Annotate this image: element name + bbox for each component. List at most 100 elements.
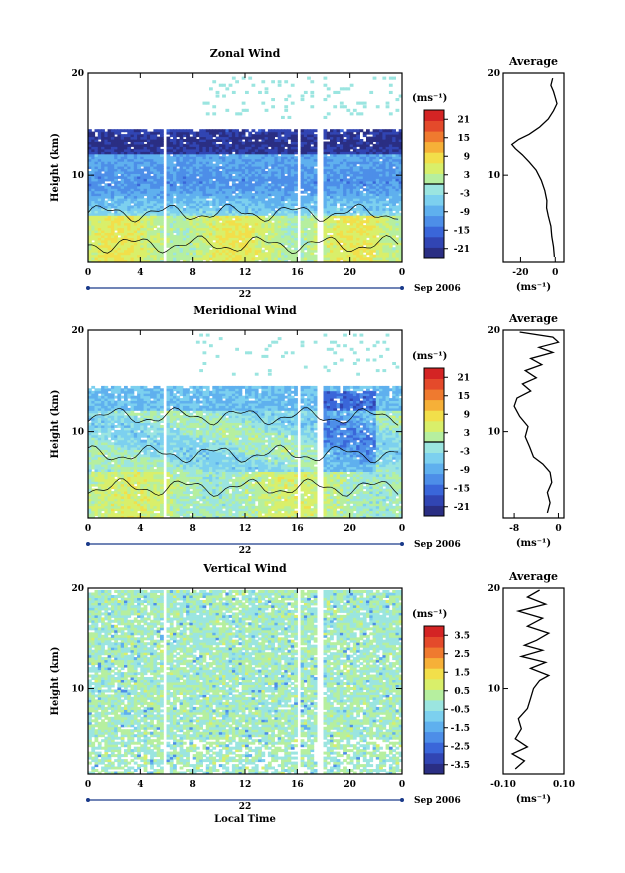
heatmap-cell bbox=[134, 129, 138, 132]
heatmap-cell bbox=[212, 129, 216, 132]
heatmap-cell bbox=[140, 134, 144, 137]
heatmap-cell bbox=[196, 218, 200, 221]
heatmap-cell bbox=[252, 142, 256, 145]
heatmap-cell bbox=[255, 257, 259, 260]
heatmap-cell bbox=[209, 208, 213, 211]
heatmap-cell bbox=[337, 208, 341, 211]
heatmap-cell bbox=[346, 178, 350, 181]
heatmap-cell bbox=[337, 220, 341, 223]
x-tick-label: 4 bbox=[137, 268, 143, 278]
heatmap-cell bbox=[252, 240, 256, 243]
heatmap-cell bbox=[121, 129, 125, 132]
heatmap-cell bbox=[369, 137, 373, 140]
heatmap-cell bbox=[212, 139, 216, 142]
heatmap-cell bbox=[376, 237, 380, 240]
heatmap-cell bbox=[327, 87, 331, 90]
colorbar-tick-label: -9 bbox=[460, 208, 470, 218]
heatmap-cell bbox=[265, 201, 269, 204]
colorbar-band bbox=[424, 216, 444, 227]
heatmap-cell bbox=[219, 129, 223, 132]
heatmap-cell bbox=[232, 91, 236, 94]
heatmap-cell bbox=[379, 161, 383, 164]
colorbar-tick-label: -21 bbox=[454, 245, 470, 255]
heatmap-cell bbox=[121, 134, 125, 137]
month-label: Sep 2006 bbox=[414, 284, 461, 294]
heatmap-cells bbox=[88, 334, 403, 519]
heatmap-cell bbox=[150, 132, 154, 135]
heatmap-cell bbox=[219, 84, 223, 87]
heatmap-cell bbox=[301, 95, 305, 98]
heatmap-cell bbox=[131, 205, 135, 208]
heatmap-cell bbox=[157, 228, 161, 231]
heatmap-cell bbox=[291, 132, 295, 135]
heatmap-cell bbox=[95, 137, 99, 140]
heatmap-cell bbox=[278, 80, 282, 83]
heatmap-cell bbox=[242, 102, 246, 105]
colorbar-band bbox=[424, 195, 444, 206]
heatmap-cell bbox=[160, 149, 164, 152]
heatmap-cell bbox=[281, 129, 285, 132]
heatmap-cell bbox=[196, 132, 200, 135]
heatmap-cell bbox=[353, 129, 357, 132]
heatmap-cell bbox=[333, 105, 337, 108]
heatmap-cell bbox=[101, 129, 105, 132]
heatmap-cell bbox=[310, 205, 314, 208]
heatmap-cell bbox=[343, 132, 347, 135]
heatmap-cell bbox=[232, 220, 236, 223]
heatmap-cell bbox=[301, 98, 305, 101]
profile-title: Average bbox=[508, 55, 558, 68]
heatmap-cell bbox=[271, 105, 275, 108]
heatmap-cell bbox=[281, 188, 285, 191]
heatmap-cells bbox=[88, 77, 403, 263]
heatmap-cell bbox=[389, 84, 393, 87]
heatmap-cell bbox=[310, 95, 314, 98]
y-tick-label: 20 bbox=[71, 69, 84, 79]
heatmap-cell bbox=[108, 183, 112, 186]
colorbar-band bbox=[424, 173, 444, 184]
chart-title: Meridional Wind bbox=[193, 304, 297, 317]
heatmap-cell bbox=[294, 193, 298, 196]
heatmap-cell bbox=[252, 129, 256, 132]
heatmap-cell bbox=[242, 129, 246, 132]
heatmap-cell bbox=[376, 105, 380, 108]
heatmap-cell bbox=[324, 84, 328, 87]
profile-y-tick-label: 10 bbox=[487, 171, 500, 181]
heatmap-cell bbox=[343, 87, 347, 90]
heatmap-cell bbox=[278, 84, 282, 87]
heatmap-cell bbox=[288, 144, 292, 147]
heatmap-cell bbox=[284, 80, 288, 83]
colorbar-band bbox=[424, 142, 444, 153]
heatmap-cell bbox=[291, 250, 295, 253]
heatmap-cell bbox=[324, 116, 328, 119]
heatmap-cell bbox=[396, 98, 400, 101]
colorbar-band bbox=[424, 184, 444, 195]
heatmap-cell bbox=[219, 144, 223, 147]
heatmap-cell bbox=[265, 132, 269, 135]
heatmap-cell bbox=[314, 255, 318, 258]
colorbar-tick-label: -15 bbox=[454, 226, 470, 236]
heatmap-cell bbox=[327, 112, 331, 115]
heatmap-cell bbox=[186, 129, 190, 132]
heatmap-cell bbox=[235, 129, 239, 132]
heatmap-cell bbox=[216, 95, 220, 98]
heatmap-cell bbox=[386, 208, 390, 211]
heatmap-cell bbox=[222, 95, 226, 98]
heatmap-cell bbox=[327, 95, 331, 98]
heatmap-cell bbox=[206, 112, 210, 115]
heatmap-cell bbox=[261, 102, 265, 105]
heatmap-cell bbox=[301, 129, 305, 132]
heatmap-cell bbox=[252, 84, 256, 87]
heatmap-cell bbox=[386, 201, 390, 204]
heatmap-cell bbox=[173, 129, 177, 132]
heatmap-cell bbox=[252, 193, 256, 196]
heatmap-cell bbox=[196, 178, 200, 181]
colorbar-tick-label: 15 bbox=[457, 134, 470, 144]
heatmap-cell bbox=[291, 102, 295, 105]
heatmap-cell bbox=[392, 129, 396, 132]
heatmap-cell bbox=[265, 109, 269, 112]
heatmap-cell bbox=[389, 77, 393, 80]
date-bar-end bbox=[400, 286, 404, 290]
heatmap-cell bbox=[242, 142, 246, 145]
profile-x-tick-label: 0 bbox=[552, 268, 558, 278]
heatmap-cell bbox=[124, 129, 128, 132]
